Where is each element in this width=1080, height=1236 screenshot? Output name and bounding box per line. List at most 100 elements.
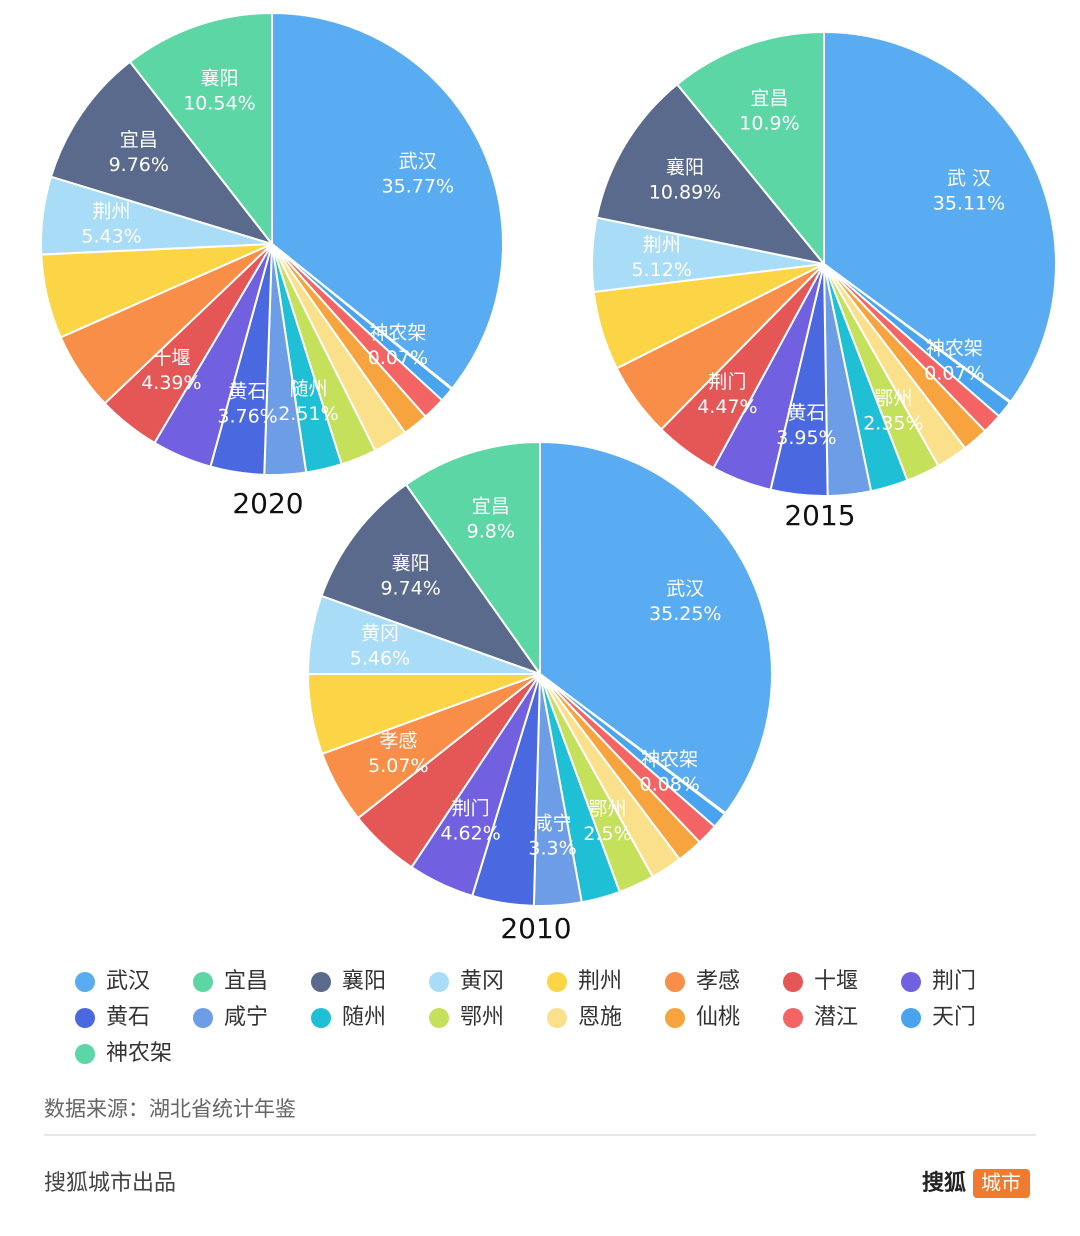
slice-value: 35.11% (933, 192, 1005, 214)
legend-swatch (193, 972, 213, 992)
legend-label: 宜昌 (224, 969, 268, 994)
legend-label: 黄石 (106, 1005, 150, 1030)
slice-value: 4.62% (440, 822, 500, 844)
slice-value: 4.47% (697, 396, 757, 418)
slice-name: 十堰 (152, 347, 190, 369)
slice-value: 10.89% (649, 182, 721, 204)
slice-name: 黄冈 (361, 623, 399, 645)
slice-value: 10.54% (183, 93, 255, 115)
legend-swatch (547, 972, 567, 992)
slice-value: 5.12% (632, 259, 692, 281)
legend-swatch (783, 972, 803, 992)
slice-name: 襄阳 (200, 68, 238, 90)
legend-label: 咸宁 (224, 1005, 268, 1030)
slice-value: 9.8% (467, 521, 515, 543)
legend-label: 潜江 (814, 1005, 858, 1030)
pie-slice (271, 11, 504, 390)
slice-name: 宜昌 (472, 496, 510, 518)
slice-value: 5.07% (368, 755, 428, 777)
slice-value: 2.35% (863, 412, 923, 434)
slice-value: 35.77% (382, 176, 454, 198)
slice-name: 随州 (289, 378, 327, 400)
legend-label: 荆门 (932, 969, 976, 994)
slice-name: 神农架 (926, 337, 983, 359)
legend-label: 天门 (932, 1005, 976, 1030)
brand: 搜狐 (922, 1170, 966, 1196)
pie-slice (539, 440, 773, 815)
slice-value: 4.39% (141, 372, 201, 394)
slice-value: 3.76% (217, 405, 277, 427)
pie-slice (404, 440, 541, 678)
slice-name: 荆门 (452, 797, 490, 819)
slice-value: 2.51% (278, 403, 338, 425)
slice-value: 35.25% (649, 603, 721, 625)
slice-name: 武 汉 (947, 167, 991, 189)
legend-swatch (311, 972, 331, 992)
slice-name: 荆门 (708, 371, 746, 393)
legend-swatch (193, 1008, 213, 1028)
slice-name: 宜昌 (750, 88, 788, 110)
pie-slice (595, 82, 827, 266)
legend-label: 恩施 (578, 1005, 622, 1030)
legend-label: 仙桃 (696, 1005, 740, 1030)
slice-value: 5.43% (81, 225, 141, 247)
slice-value: 0.08% (639, 773, 699, 795)
legend-swatch (429, 1008, 449, 1028)
legend-swatch (429, 972, 449, 992)
legend-swatch (75, 972, 95, 992)
legend-swatch (547, 1008, 567, 1028)
chart-title: 2020 (232, 487, 303, 520)
legend-swatch (783, 1008, 803, 1028)
slice-name: 孝感 (379, 730, 417, 752)
slice-name: 黄石 (229, 380, 267, 402)
legend-label: 孝感 (696, 969, 740, 994)
slice-name: 宜昌 (120, 129, 158, 151)
slice-name: 襄阳 (392, 552, 430, 574)
badge: 城市 (981, 1171, 1021, 1195)
pie-slice (823, 30, 1057, 404)
legend-label: 十堰 (814, 969, 858, 994)
slice-name: 鄂州 (874, 387, 912, 409)
slice-name: 武汉 (666, 578, 704, 600)
slice-value: 0.07% (368, 347, 428, 369)
pie-slice (49, 60, 275, 246)
legend-label: 黄冈 (460, 969, 504, 994)
slice-name: 荆州 (93, 200, 131, 222)
legend-label: 神农架 (106, 1041, 172, 1066)
legend-swatch (75, 1008, 95, 1028)
slice-name: 荆州 (643, 234, 681, 256)
slice-value: 10.9% (739, 113, 799, 135)
slice-value: 3.95% (776, 427, 836, 449)
slice-name: 武汉 (399, 151, 437, 173)
chart-title: 2015 (784, 499, 855, 532)
slice-value: 3.3% (528, 837, 576, 859)
legend-swatch (75, 1044, 95, 1064)
badge-box (973, 1169, 1030, 1198)
slice-value: 0.07% (924, 362, 984, 384)
legend-label: 襄阳 (342, 969, 386, 994)
slice-value: 2.5% (583, 823, 631, 845)
slice-name: 神农架 (369, 322, 426, 344)
slice-name: 襄阳 (666, 157, 704, 179)
legend-label: 鄂州 (460, 1005, 504, 1030)
slice-value: 5.46% (350, 648, 410, 670)
slice-value: 9.74% (380, 577, 440, 599)
slice-value: 9.76% (109, 154, 169, 176)
slice-name: 神农架 (641, 748, 698, 770)
legend-label: 随州 (342, 1005, 386, 1030)
legend-swatch (901, 972, 921, 992)
legend-swatch (901, 1008, 921, 1028)
slice-name: 黄石 (787, 402, 825, 424)
source: 数据来源：湖北省统计年鉴 (44, 1097, 296, 1121)
legend-label: 荆州 (578, 969, 622, 994)
slice-name: 咸宁 (534, 812, 572, 834)
footer-left: 搜狐城市出品 (44, 1171, 176, 1196)
pie-slice (128, 11, 273, 247)
legend-label: 武汉 (106, 969, 150, 994)
legend-swatch (665, 972, 685, 992)
chart-title: 2010 (500, 912, 571, 945)
slice-name: 鄂州 (589, 798, 627, 820)
pie-slice (320, 483, 543, 677)
